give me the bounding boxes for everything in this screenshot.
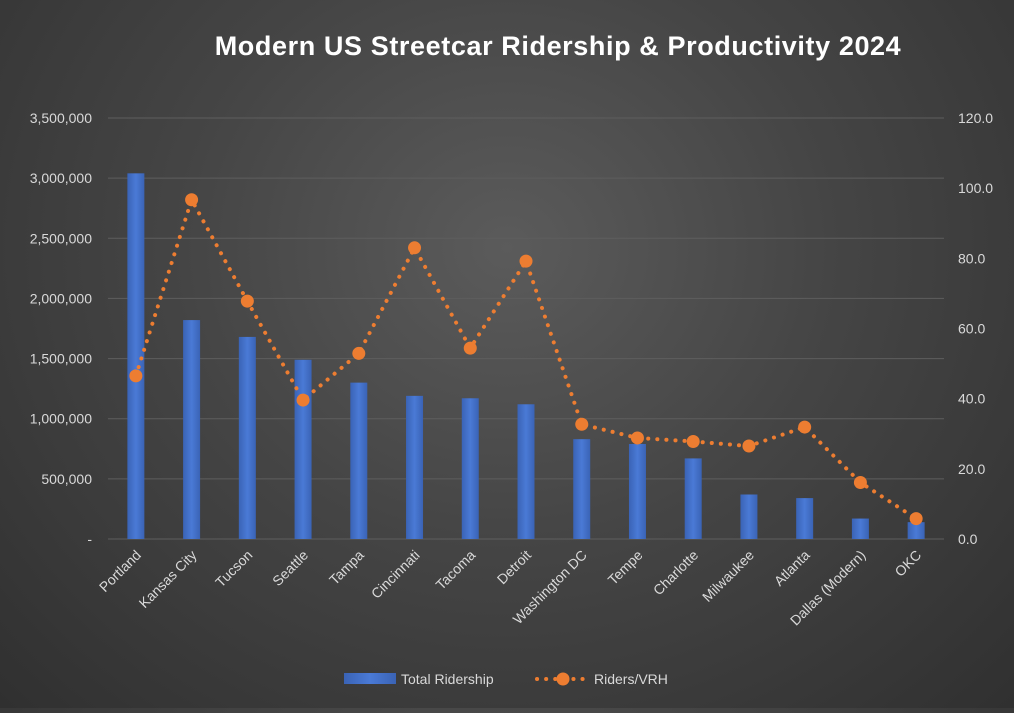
legend-marker xyxy=(556,672,570,686)
bar xyxy=(628,443,646,539)
bar xyxy=(127,173,145,539)
data-point xyxy=(296,393,310,407)
data-point xyxy=(463,341,477,355)
x-tick-label: Tempe xyxy=(605,547,646,588)
left-tick-label: 3,500,000 xyxy=(30,110,92,126)
data-point xyxy=(129,369,143,383)
right-tick-label: 40.0 xyxy=(958,391,985,407)
data-point xyxy=(630,431,644,445)
x-tick-label: Milwaukee xyxy=(699,547,757,605)
bar xyxy=(851,518,869,539)
data-point xyxy=(742,439,756,453)
left-tick-label: 2,000,000 xyxy=(30,290,92,306)
x-tick-label: Kansas City xyxy=(136,547,200,611)
bar xyxy=(684,458,702,539)
left-tick-label: 2,500,000 xyxy=(30,230,92,246)
x-tick-label: Portland xyxy=(96,547,144,595)
x-tick-label: OKC xyxy=(891,547,924,580)
series-line xyxy=(133,194,919,521)
right-tick-label: 20.0 xyxy=(958,461,985,477)
left-tick-label: - xyxy=(87,531,92,547)
bar xyxy=(740,494,758,539)
left-tick-label: 1,500,000 xyxy=(30,351,92,367)
x-tick-label: Seattle xyxy=(269,547,311,589)
right-tick-label: 0.0 xyxy=(958,531,978,547)
right-tick-label: 60.0 xyxy=(958,321,985,337)
x-tick-label: Cincinnati xyxy=(368,547,423,602)
data-point xyxy=(408,241,422,255)
data-point xyxy=(909,512,923,526)
bar xyxy=(796,498,814,539)
bar xyxy=(406,395,424,539)
left-y-axis: - 500,000 1,000,000 1,500,000 2,000,000 2,500… xyxy=(30,110,93,547)
right-tick-label: 80.0 xyxy=(958,250,985,266)
left-tick-label: 500,000 xyxy=(41,471,92,487)
bar xyxy=(907,522,925,539)
data-point xyxy=(575,417,589,431)
data-point xyxy=(798,420,812,434)
left-tick-label: 3,000,000 xyxy=(30,170,92,186)
legend: Total Ridership Riders/VRH xyxy=(344,671,668,687)
x-tick-label: Tucson xyxy=(212,547,255,590)
bar xyxy=(350,382,368,539)
bar xyxy=(573,439,591,539)
legend-label: Total Ridership xyxy=(401,671,494,687)
data-point xyxy=(185,193,199,207)
x-tick-label: Tampa xyxy=(326,547,367,588)
legend-label: Riders/VRH xyxy=(594,671,668,687)
data-point xyxy=(352,346,366,360)
x-tick-label: Charlotte xyxy=(650,547,702,599)
bar xyxy=(183,320,201,539)
x-tick-label: Atlanta xyxy=(771,547,813,589)
left-tick-label: 1,000,000 xyxy=(30,411,92,427)
x-tick-label: Detroit xyxy=(494,547,535,588)
bar xyxy=(461,398,479,539)
riders-per-vrh-line xyxy=(129,193,923,526)
data-point xyxy=(853,476,867,490)
data-point xyxy=(686,434,700,448)
ridership-bars xyxy=(127,173,925,539)
chart-title: Modern US Streetcar Ridership & Producti… xyxy=(215,31,902,61)
right-tick-label: 100.0 xyxy=(958,180,993,196)
right-y-axis: 0.0 20.0 40.0 60.0 80.0 100.0 120.0 xyxy=(958,110,993,547)
legend-bar-swatch xyxy=(344,673,396,684)
x-tick-label: Tacoma xyxy=(432,547,478,593)
bar xyxy=(238,336,256,539)
data-point xyxy=(240,294,254,308)
right-tick-label: 120.0 xyxy=(958,110,993,126)
data-point xyxy=(519,254,533,268)
bar xyxy=(517,404,535,539)
